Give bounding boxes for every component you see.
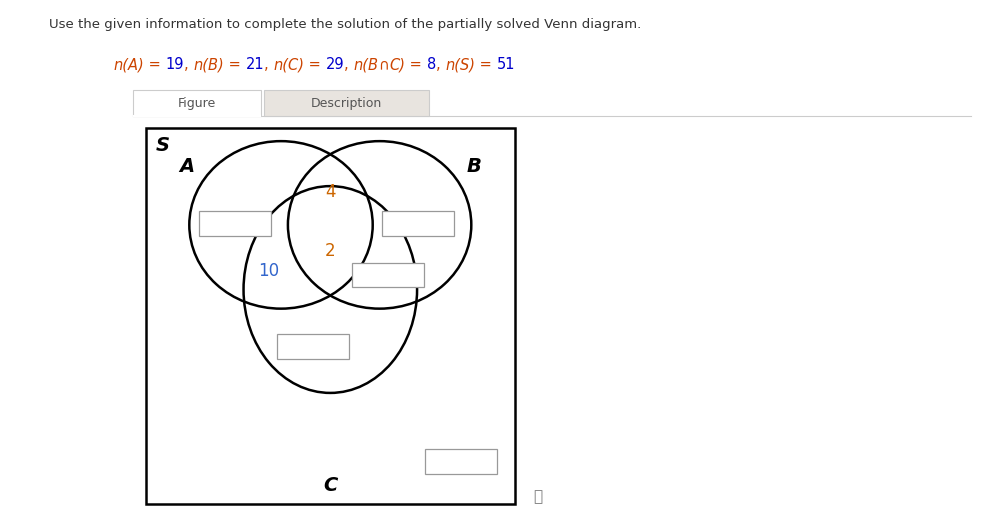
Text: n(B): n(B) bbox=[193, 57, 224, 72]
Text: A: A bbox=[179, 157, 194, 176]
Text: =: = bbox=[475, 57, 497, 72]
Polygon shape bbox=[133, 90, 261, 116]
Text: 51: 51 bbox=[497, 57, 515, 72]
Text: n(A): n(A) bbox=[113, 57, 144, 72]
Text: 8: 8 bbox=[427, 57, 436, 72]
FancyBboxPatch shape bbox=[276, 334, 349, 359]
Text: n(B: n(B bbox=[354, 57, 379, 72]
Text: Description: Description bbox=[311, 97, 383, 110]
Text: 29: 29 bbox=[325, 57, 344, 72]
Text: ,: , bbox=[264, 57, 273, 72]
Text: S: S bbox=[156, 136, 170, 155]
Text: ,: , bbox=[184, 57, 193, 72]
Polygon shape bbox=[146, 128, 515, 504]
Text: 10: 10 bbox=[258, 262, 280, 280]
Text: ,: , bbox=[436, 57, 445, 72]
Text: ,: , bbox=[344, 57, 354, 72]
FancyBboxPatch shape bbox=[426, 449, 498, 474]
Text: 4: 4 bbox=[325, 184, 335, 201]
Text: n(S): n(S) bbox=[445, 57, 475, 72]
Text: n(C): n(C) bbox=[273, 57, 305, 72]
Text: Figure: Figure bbox=[178, 97, 216, 110]
Text: ⓘ: ⓘ bbox=[532, 489, 542, 504]
Text: =: = bbox=[144, 57, 166, 72]
Text: B: B bbox=[466, 157, 481, 176]
Text: =: = bbox=[405, 57, 427, 72]
Text: =: = bbox=[224, 57, 246, 72]
Text: 19: 19 bbox=[166, 57, 184, 72]
FancyBboxPatch shape bbox=[382, 211, 454, 236]
Text: C): C) bbox=[389, 57, 405, 72]
Polygon shape bbox=[264, 90, 429, 116]
Text: 21: 21 bbox=[246, 57, 264, 72]
Text: Use the given information to complete the solution of the partially solved Venn : Use the given information to complete th… bbox=[49, 18, 642, 31]
FancyBboxPatch shape bbox=[198, 211, 270, 236]
Text: 2: 2 bbox=[325, 242, 335, 260]
FancyBboxPatch shape bbox=[353, 263, 425, 287]
Text: ∩: ∩ bbox=[379, 57, 389, 72]
Text: =: = bbox=[305, 57, 325, 72]
Text: C: C bbox=[323, 476, 337, 495]
